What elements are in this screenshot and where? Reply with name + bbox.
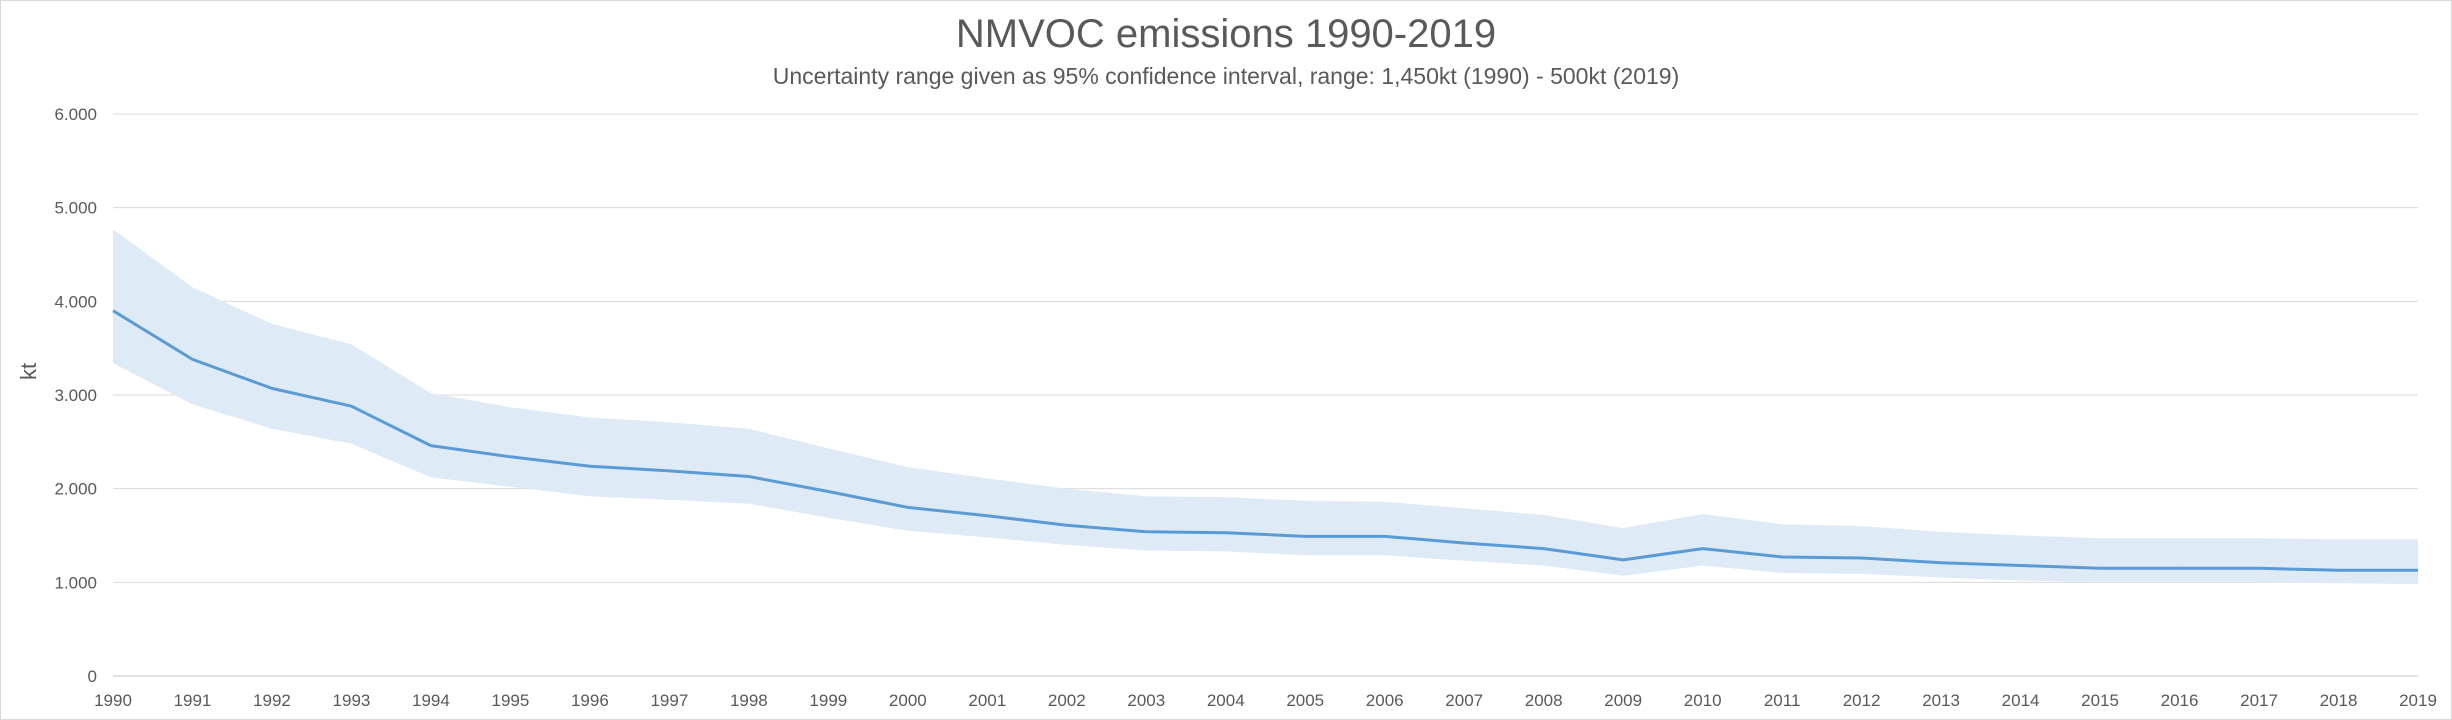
- data-point: [191, 358, 194, 361]
- x-tick-label: 1998: [730, 691, 768, 710]
- data-point: [668, 469, 671, 472]
- data-point: [2417, 569, 2420, 572]
- data-point: [2178, 567, 2181, 570]
- data-point: [1304, 535, 1307, 538]
- emissions-line: [112, 309, 2418, 572]
- data-point: [1940, 561, 1943, 564]
- x-tick-label: 1995: [491, 691, 529, 710]
- data-point: [2337, 569, 2340, 572]
- data-point: [827, 490, 830, 493]
- data-point: [270, 387, 273, 390]
- data-point: [1701, 547, 1704, 550]
- x-tick-label: 2004: [1207, 691, 1245, 710]
- data-point: [112, 309, 115, 312]
- data-point: [1781, 556, 1784, 559]
- data-point: [986, 514, 989, 517]
- y-tick-label: 3.000: [54, 386, 97, 405]
- x-tick-label: 1996: [571, 691, 609, 710]
- x-tick-label: 2005: [1286, 691, 1324, 710]
- x-tick-label: 2009: [1604, 691, 1642, 710]
- x-tick-label: 1999: [809, 691, 847, 710]
- x-tick-label: 1994: [412, 691, 450, 710]
- x-tick-label: 1990: [94, 691, 132, 710]
- x-tick-label: 2016: [2161, 691, 2199, 710]
- y-tick-label: 5.000: [54, 199, 97, 218]
- x-tick-label: 2017: [2240, 691, 2278, 710]
- data-point: [1224, 531, 1227, 534]
- uncertainty-band: [113, 229, 2418, 585]
- y-tick-label: 0: [88, 667, 97, 686]
- x-tick-label: 2008: [1525, 691, 1563, 710]
- data-point: [2258, 567, 2261, 570]
- x-tick-label: 2001: [968, 691, 1006, 710]
- data-point: [1542, 547, 1545, 550]
- data-point: [1065, 524, 1068, 527]
- chart-subtitle: Uncertainty range given as 95% confidenc…: [772, 63, 1680, 89]
- x-tick-label: 2006: [1366, 691, 1404, 710]
- data-point: [747, 475, 750, 478]
- data-point: [1383, 535, 1386, 538]
- data-point: [429, 444, 432, 447]
- x-tick-label: 2011: [1764, 691, 1801, 710]
- data-point: [509, 455, 512, 458]
- data-point: [906, 506, 909, 509]
- x-tick-label: 2012: [1843, 691, 1881, 710]
- y-tick-label: 4.000: [54, 292, 97, 311]
- x-tick-label: 2000: [889, 691, 927, 710]
- x-tick-label: 2018: [2320, 691, 2358, 710]
- x-tick-label: 2014: [2002, 691, 2040, 710]
- x-tick-label: 2007: [1445, 691, 1483, 710]
- data-point: [1145, 530, 1148, 533]
- y-tick-label: 2.000: [54, 480, 97, 499]
- x-tick-label: 1991: [174, 691, 212, 710]
- x-tick-label: 2013: [1922, 691, 1960, 710]
- x-tick-label: 2003: [1127, 691, 1165, 710]
- data-point: [1622, 558, 1625, 561]
- x-tick-label: 2015: [2081, 691, 2119, 710]
- x-tick-label: 2002: [1048, 691, 1086, 710]
- x-tick-label: 2010: [1684, 691, 1722, 710]
- x-tick-label: 2019: [2399, 691, 2437, 710]
- x-tick-label: 1993: [333, 691, 371, 710]
- data-point: [2099, 567, 2102, 570]
- data-point: [1463, 541, 1466, 544]
- chart-title: NMVOC emissions 1990-2019: [955, 12, 1497, 56]
- data-point: [350, 405, 353, 408]
- data-point: [588, 465, 591, 468]
- y-tick-label: 6.000: [54, 105, 97, 124]
- y-tick-label: 1.000: [54, 573, 97, 592]
- x-tick-label: 1992: [253, 691, 291, 710]
- data-point: [1860, 556, 1863, 559]
- x-tick-label: 1997: [650, 691, 688, 710]
- data-point: [2019, 564, 2022, 567]
